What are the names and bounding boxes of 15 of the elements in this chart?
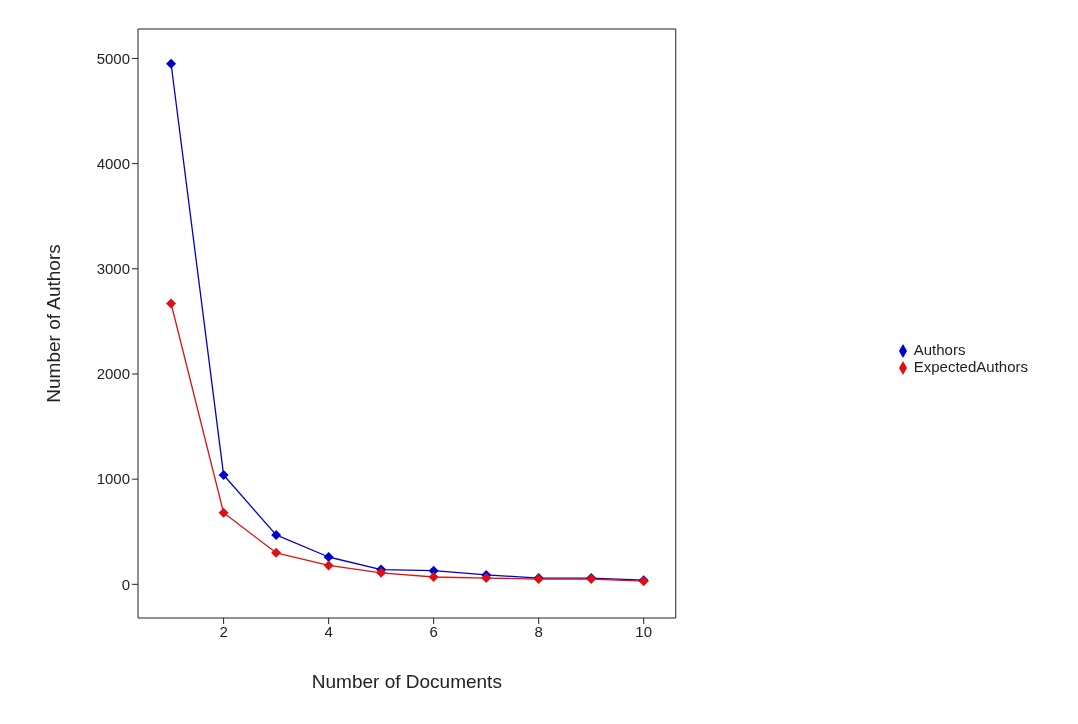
y-tick-label: 1000 [96,470,130,488]
legend-label: ExpectedAuthors [913,358,1028,375]
x-axis-title: Number of Documents [311,671,502,692]
x-tick-label: 6 [429,622,438,640]
y-tick-label: 2000 [96,365,130,383]
x-tick-label: 4 [324,622,333,640]
x-tick-label: 8 [534,622,543,640]
legend-label: Authors [913,340,966,358]
y-tick-label: 3000 [96,260,130,278]
y-tick-label: 0 [121,575,130,593]
x-tick-label: 2 [219,622,228,640]
y-tick-label: 5000 [96,49,130,67]
x-tick-label: 10 [635,622,653,640]
y-axis-title: Number of Authors [42,244,64,403]
y-tick-label: 4000 [96,154,130,172]
